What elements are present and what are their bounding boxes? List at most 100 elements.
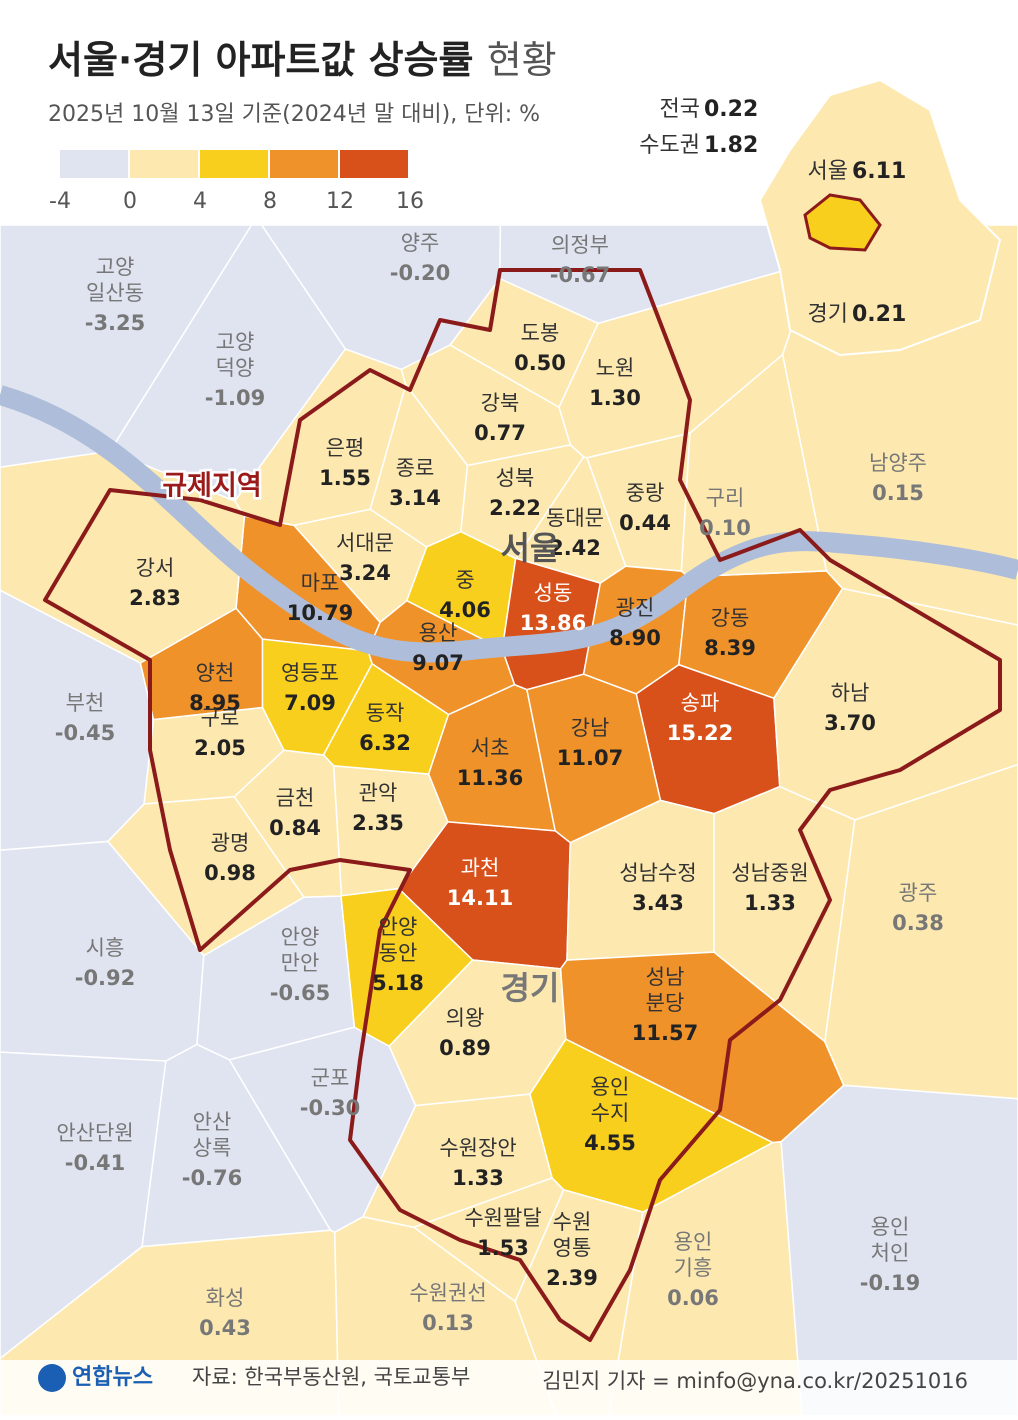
summary-value: 1.82 (704, 133, 758, 158)
region-value: 3.70 (824, 711, 876, 735)
region-value: 8.95 (189, 691, 241, 715)
region-name: 의왕 (446, 1006, 485, 1030)
region-value: 1.33 (744, 891, 796, 915)
region-value: 10.79 (287, 601, 353, 625)
region-value: 7.09 (284, 691, 336, 715)
region-name: 종로 (396, 456, 435, 480)
region-name: 송파 (681, 691, 720, 715)
footer-bg (0, 1360, 1018, 1416)
region-name: 노원 (596, 356, 635, 380)
region-name: 과천 (461, 856, 500, 880)
region-value: 0.44 (619, 511, 671, 535)
region-name: 구로 (201, 706, 240, 730)
legend-tick: -4 (49, 189, 71, 214)
region-value: -0.67 (550, 263, 611, 287)
region-name: 서대문 (336, 531, 394, 555)
region-value: 15.22 (667, 721, 733, 745)
region-name: 관악 (359, 781, 398, 805)
region-name: 부천 (66, 691, 105, 715)
region-value: 3.43 (632, 891, 684, 915)
inset-gyeonggi (758, 78, 1002, 357)
seoul-label: 서울 (501, 529, 560, 567)
region-value: 14.11 (447, 886, 513, 910)
region-value: 0.84 (269, 816, 321, 840)
region-name: 강북 (481, 391, 520, 415)
logo: 연합뉴스 (72, 1364, 153, 1390)
region-name: 용인 (871, 1215, 910, 1239)
region-labels: 도봉 0.50 노원 1.30 강북 0.77 은평 1.55 종로 3.14 성북 2.22 중랑 0.… (55, 231, 944, 1340)
region-name: 구리 (706, 486, 745, 510)
region-value: 4.55 (584, 1131, 636, 1155)
region-value: 3.24 (339, 561, 391, 585)
region (780, 1084, 1018, 1417)
title-main: 서울·경기 아파트값 상승률 (48, 38, 473, 82)
region-name: 일산동 (86, 281, 144, 305)
legend-swatch (130, 150, 198, 178)
region-name: 강남 (571, 716, 610, 740)
region-name: 은평 (326, 436, 365, 460)
region-name: 동대문 (546, 506, 604, 530)
region-value: 6.32 (359, 731, 411, 755)
region-value: 0.13 (422, 1311, 474, 1335)
legend-swatch (270, 150, 338, 178)
legend-swatch (60, 150, 128, 178)
region-value: 8.90 (609, 626, 661, 650)
region-value: -0.41 (65, 1151, 126, 1175)
credit: 김민지 기자 = minfo@yna.co.kr/20251016 (542, 1369, 968, 1393)
region-name: 강동 (711, 606, 750, 630)
region-value: 0.15 (872, 481, 924, 505)
region-name: 양주 (401, 231, 440, 255)
region-value: 0.50 (514, 351, 566, 375)
region-name: 용산 (419, 621, 458, 645)
region-name: 고양 (96, 255, 135, 279)
region-name: 광명 (211, 831, 250, 855)
region-name: 금천 (276, 786, 315, 810)
region-value: -0.45 (55, 721, 116, 745)
han-river (0, 385, 1018, 663)
region-value: 1.30 (589, 386, 641, 410)
summary-value: 0.22 (704, 97, 758, 122)
legend-tick: 8 (263, 189, 277, 214)
region-name: 수원 (553, 1210, 592, 1234)
title: 서울·경기 아파트값 상승률 현황 (48, 38, 557, 82)
region-name: 도봉 (521, 321, 560, 345)
legend-tick: 12 (326, 189, 354, 214)
region-name: 용인 (674, 1230, 713, 1254)
region-value: 0.43 (199, 1316, 251, 1340)
legend-tick: 0 (123, 189, 137, 214)
region-name: 만안 (281, 951, 320, 975)
summary-name: 전국 (660, 97, 700, 122)
legend-tick: 4 (193, 189, 207, 214)
region-value: 0.77 (474, 421, 526, 445)
region-name: 시흥 (86, 936, 125, 960)
region-name: 처인 (871, 1241, 910, 1265)
region-name: 성남중원 (731, 861, 808, 885)
region-value: 11.07 (557, 746, 623, 770)
region-value: 0.10 (699, 516, 751, 540)
region-value: 0.89 (439, 1036, 491, 1060)
regulated-outline (43, 268, 1002, 1342)
region-value: 1.53 (477, 1236, 529, 1260)
inset-seoul (803, 193, 882, 252)
region-value: -0.19 (860, 1271, 921, 1295)
region-name: 수원권선 (409, 1281, 486, 1305)
gyeonggi-label: 경기 (501, 969, 560, 1007)
region-name: 성남 (646, 965, 685, 989)
region-name: 수원팔달 (464, 1206, 541, 1230)
region-name: 영통 (553, 1236, 592, 1260)
region-value: 3.14 (389, 486, 441, 510)
region-value: -3.25 (85, 311, 146, 335)
source: 자료: 한국부동산원, 국토교통부 (192, 1365, 470, 1389)
logo-icon (38, 1364, 66, 1392)
title-suffix: 현황 (487, 38, 557, 82)
region-name: 기흥 (674, 1256, 713, 1280)
region-value: 13.86 (520, 611, 586, 635)
legend: -4 0 4 8 12 16 (49, 150, 424, 214)
region-name: 군포 (311, 1066, 350, 1090)
regulated-label: 규제지역 (162, 471, 261, 502)
region-value: 1.33 (452, 1166, 504, 1190)
region-name: 양천 (196, 661, 235, 685)
